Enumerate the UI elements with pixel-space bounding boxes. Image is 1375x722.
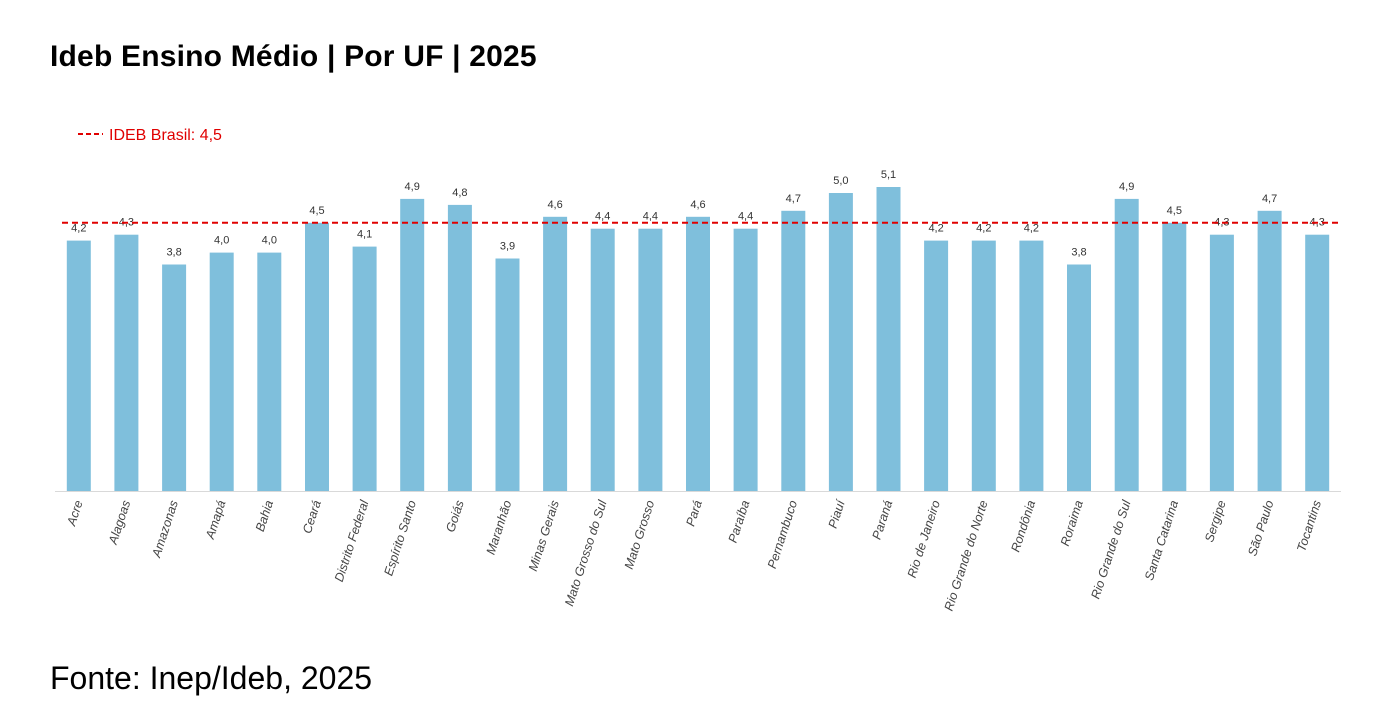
bar [971,240,996,491]
bar [447,204,472,491]
category-label: Minas Gerais [526,499,562,573]
category-label: Distrito Federal [332,497,372,583]
bar [305,222,329,492]
category-label: Santa Catarina [1142,499,1181,583]
category-label: Sergipe [1202,499,1229,544]
bar [590,228,615,491]
bar-value-label: 4,7 [786,193,801,205]
bar-value-label: 5,0 [833,175,848,187]
category-label: Goiás [443,499,466,534]
category-label: Bahia [253,499,276,534]
bar-value-label: 3,8 [166,247,181,259]
source-note: Fonte: Inep/Ideb, 2025 [50,660,373,696]
bar [543,216,568,492]
bar [733,228,758,491]
bar-value-label: 4,5 [309,205,324,217]
category-label: Piauí [826,497,849,530]
category-label: Paraíba [726,499,753,545]
bar-value-label: 4,4 [643,211,658,223]
category-label: Amazonas [149,499,181,560]
bar [257,252,282,491]
bar-value-label: 4,2 [976,223,991,235]
category-label: Acre [64,499,86,529]
bar-value-label: 5,1 [881,169,896,181]
bar [1257,210,1282,492]
bar [1209,234,1234,491]
bar-value-label: 4,2 [928,223,943,235]
category-label: Paraná [870,499,896,542]
category-label: Maranhão [484,499,515,557]
bar [781,210,806,492]
bar [352,246,377,491]
bar-value-label: 4,9 [405,181,420,193]
category-label: Amapá [203,499,229,542]
bar-value-label: 4,6 [690,199,705,211]
bar [114,234,139,491]
bar-value-label: 4,7 [1262,193,1277,205]
category-labels-group: Acre Alagoas Amazonas Amapá Bahia Ceará Distri… [64,497,1324,612]
bar [686,216,710,492]
category-label: Tocantins [1294,499,1324,554]
bar [638,228,663,491]
bar [495,258,520,491]
bar-value-label: 4,4 [738,211,753,223]
bar-value-label: 4,5 [1167,205,1182,217]
bar [209,252,234,491]
bar-value-label: 3,9 [500,241,515,253]
bar [1162,222,1187,492]
bar-value-label: 3,8 [1071,247,1086,259]
bar-value-label: 4,3 [1214,217,1229,229]
bar [66,240,91,491]
bar-value-label: 4,8 [452,187,467,199]
bar-value-label: 4,0 [262,235,277,247]
legend: IDEB Brasil: 4,5 [78,127,222,144]
bar [828,193,853,491]
bar-value-label: 4,6 [547,199,562,211]
bar [1114,198,1139,491]
category-label: São Paulo [1245,499,1276,558]
bar [162,264,187,491]
category-label: Mato Grosso [622,499,657,571]
value-labels-group: 4,2 4,3 3,8 4,0 4,0 4,5 4,1 4,9 4,8 3,9 4,6 4,4 4,4 4… [71,169,1325,259]
category-label: Pará [683,499,704,528]
chart-title: Ideb Ensino Médio | Por UF | 2025 [50,40,537,73]
category-label: Rio de Janeiro [905,499,943,580]
category-label: Roraima [1058,499,1086,548]
bar [400,198,425,491]
bar [1019,240,1044,491]
bar-value-label: 4,9 [1119,181,1134,193]
bar-value-label: 4,2 [71,223,86,235]
bar-value-label: 4,1 [357,229,372,241]
bar [924,240,949,491]
category-label: Ceará [300,499,324,536]
bar [1305,234,1330,491]
category-label: Rondônia [1008,499,1038,554]
category-label: Alagoas [106,499,134,547]
category-label: Rio Grande do Sul [1088,497,1133,600]
bar-value-label: 4,0 [214,235,229,247]
bars-group [66,187,1330,492]
bar [876,187,901,491]
category-label: Pernambuco [765,499,800,571]
category-label: Rio Grande do Norte [942,499,991,613]
bar-value-label: 4,2 [1024,223,1039,235]
category-label: Espírito Santo [381,499,419,578]
legend-label: IDEB Brasil: 4,5 [109,127,222,144]
category-label: Mato Grosso do Sul [562,497,610,608]
bar-value-label: 4,4 [595,211,610,223]
bar [1067,264,1091,491]
